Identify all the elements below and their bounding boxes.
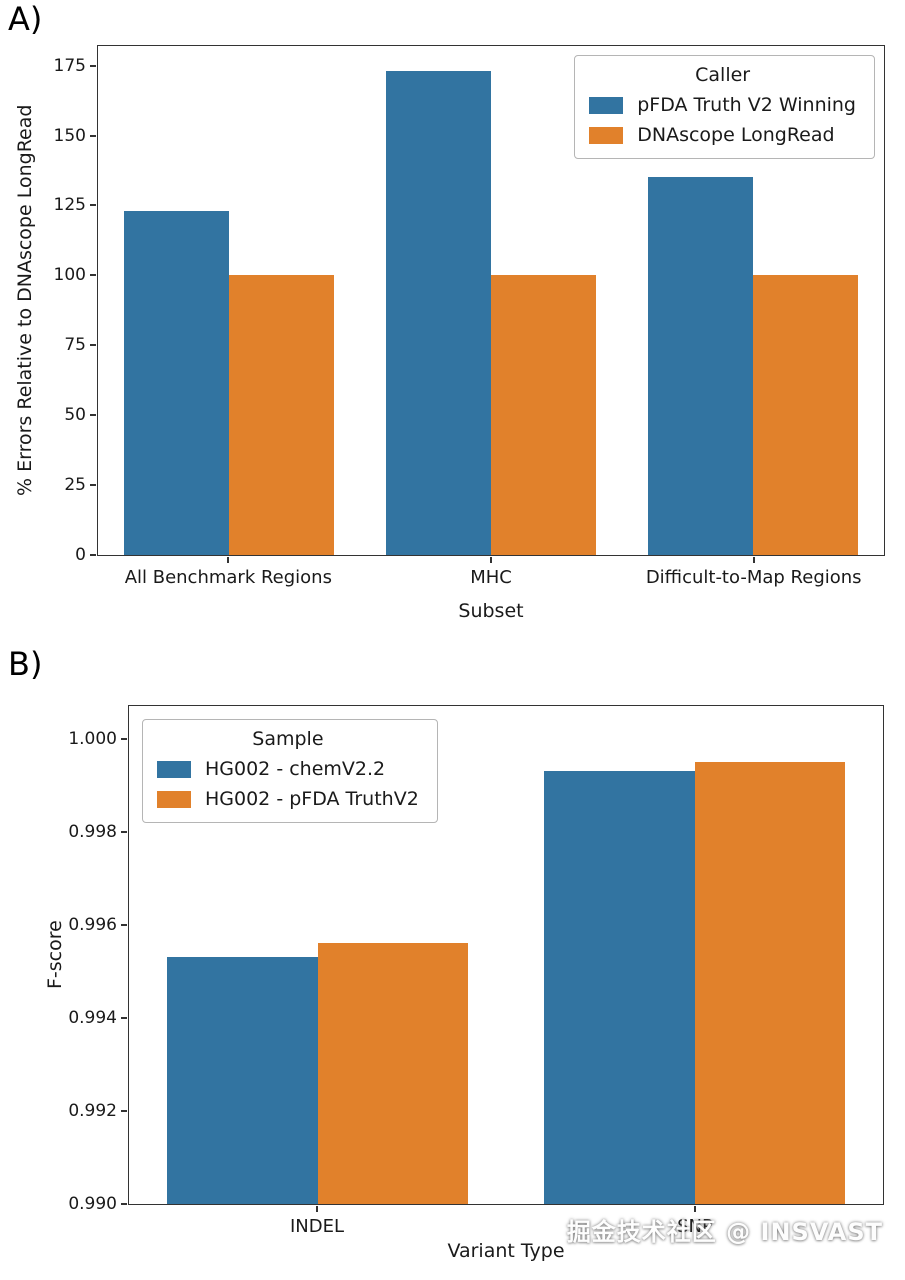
y-tick-mark <box>121 1203 127 1205</box>
x-tick-label: INDEL <box>289 1216 345 1237</box>
y-tick-label: 0.996 <box>68 914 117 935</box>
legend-label: HG002 - pFDA TruthV2 <box>205 788 419 810</box>
watermark: 掘金技术社区 @ INSVAST <box>566 1218 883 1246</box>
y-tick-label: 0 <box>75 545 86 565</box>
y-tick-label: 0.998 <box>68 821 117 842</box>
x-ticks-b: INDEL SNP <box>128 1206 884 1237</box>
bar-dnascope-longread-all-benchmark-regions <box>229 275 334 555</box>
y-tick-mark <box>121 737 127 740</box>
x-tick-mark <box>490 557 492 563</box>
y-tick-label: 125 <box>53 195 86 216</box>
legend-entry-hg002-chemv2-2: HG002 - chemV2.2 <box>157 758 419 780</box>
legend-b: Sample HG002 - chemV2.2 HG002 - pFDA Truth… <box>142 719 438 823</box>
bars-a <box>98 46 884 555</box>
y-tick-mark <box>90 134 96 137</box>
y-tick-mark <box>121 923 127 926</box>
y-tick-mark <box>90 414 96 417</box>
y-tick-label: 0.992 <box>68 1100 117 1121</box>
panel-a-label: A) <box>8 0 43 38</box>
legend-title: Sample <box>252 728 324 750</box>
x-tick-difficult-to-map-regions: Difficult-to-Map Regions <box>622 557 885 588</box>
y-tick-label: 75 <box>64 335 86 356</box>
y-axis-label-b: F-score <box>44 920 66 990</box>
x-tick-all-benchmark-regions: All Benchmark Regions <box>97 557 360 588</box>
legend-swatch <box>157 790 191 808</box>
y-tick-mark <box>90 484 96 487</box>
legend-swatch <box>157 760 191 778</box>
y-tick-label: 100 <box>53 265 86 286</box>
x-tick-label: MHC <box>470 567 512 588</box>
x-tick-mark <box>316 1206 318 1212</box>
bar-group-snp <box>506 706 883 1204</box>
legend-label: HG002 - chemV2.2 <box>205 758 386 780</box>
y-tick-mark <box>90 204 96 207</box>
y-tick-label: 150 <box>53 125 86 146</box>
y-tick-label: 1.000 <box>68 728 117 749</box>
x-tick-mark <box>694 1206 696 1212</box>
x-tick-mhc: MHC <box>360 557 623 588</box>
y-tick-mark <box>90 344 96 347</box>
y-tick-mark <box>121 830 127 833</box>
y-tick-label: 175 <box>53 55 86 76</box>
bar-group-all-benchmark-regions <box>98 46 360 555</box>
bar-hg002-pfda-truthv2-indel <box>317 943 469 1204</box>
y-tick-mark <box>121 1109 127 1112</box>
x-tick-mark <box>752 557 755 563</box>
y-tick-mark <box>121 1016 127 1019</box>
bar-group-mhc <box>360 46 622 555</box>
legend-entry-hg002-pfda-truthv2: HG002 - pFDA TruthV2 <box>157 788 419 810</box>
x-tick-snp: SNP <box>506 1206 884 1237</box>
bar-hg002-chemv2-2-indel <box>166 957 318 1204</box>
bar-pfda-truth-v2-winning-mhc <box>386 71 491 555</box>
y-tick-label: 0.994 <box>68 1007 117 1028</box>
y-tick-label: 0.990 <box>68 1194 117 1214</box>
x-ticks-a: All Benchmark Regions MHC Difficult-to-Map… <box>97 557 885 588</box>
legend-title: Caller <box>695 64 751 86</box>
x-axis-label-b: Variant Type <box>447 1240 565 1262</box>
bar-group-indel <box>129 706 506 1204</box>
x-tick-mark <box>227 557 230 563</box>
y-tick-mark <box>90 554 96 556</box>
bar-hg002-pfda-truthv2-snp <box>694 761 846 1204</box>
x-tick-label: Difficult-to-Map Regions <box>645 567 862 588</box>
bar-pfda-truth-v2-winning-difficult-to-map-regions <box>648 177 753 555</box>
y-tick-label: 25 <box>64 475 86 496</box>
x-axis-label-a: Subset <box>458 600 524 622</box>
bar-hg002-chemv2-2-snp <box>543 771 695 1204</box>
bars-b <box>129 706 883 1204</box>
legend-swatch <box>589 96 624 114</box>
x-tick-indel: INDEL <box>128 1206 506 1237</box>
bar-dnascope-longread-difficult-to-map-regions <box>753 275 858 555</box>
legend-entry-dnascope-longread: DNAscope LongRead <box>589 124 856 146</box>
legend-a: Caller pFDA Truth V2 Winning DNAscope Long… <box>574 55 875 159</box>
x-tick-label: All Benchmark Regions <box>124 567 332 588</box>
bar-group-difficult-to-map-regions <box>622 46 884 555</box>
x-tick-label: SNP <box>677 1216 713 1237</box>
panel-b-label: B) <box>8 645 43 683</box>
y-tick-mark <box>90 64 96 67</box>
y-tick-label: 50 <box>64 405 86 426</box>
bar-pfda-truth-v2-winning-all-benchmark-regions <box>124 211 229 555</box>
legend-label: pFDA Truth V2 Winning <box>637 94 856 116</box>
plot-area-a: Caller pFDA Truth V2 Winning DNAscope Long… <box>54 45 885 565</box>
legend-entry-pfda-truth-v2-winning: pFDA Truth V2 Winning <box>589 94 856 116</box>
legend-swatch <box>589 126 624 144</box>
plot-area-b: Sample HG002 - chemV2.2 HG002 - pFDA Truth… <box>68 705 884 1214</box>
legend-label: DNAscope LongRead <box>637 124 835 146</box>
y-tick-mark <box>90 274 96 277</box>
bar-dnascope-longread-mhc <box>491 275 596 555</box>
